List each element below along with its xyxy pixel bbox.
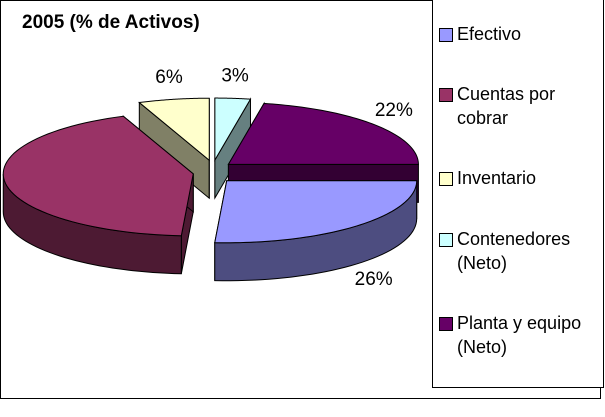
legend-swatch — [439, 232, 453, 247]
slice — [2, 115, 194, 237]
legend-item: Planta y equipo (Neto) — [433, 311, 603, 359]
slice — [214, 180, 418, 244]
chart-title: 2005 (% de Activos) — [22, 12, 200, 33]
plot: 26%43%6%3%22% — [0, 66, 419, 290]
data-label: 6% — [155, 67, 183, 88]
data-label: 22% — [375, 100, 413, 121]
legend-item: Cuentas por cobrar — [433, 82, 603, 130]
legend-label: Planta y equipo (Neto) — [457, 312, 582, 357]
data-label: 26% — [355, 269, 393, 290]
slice — [138, 97, 210, 162]
legend-item: Efectivo — [433, 22, 603, 46]
slice — [214, 97, 252, 162]
legend: Efectivo Cuentas por cobrar Inventario Cont… — [432, 0, 604, 388]
legend-swatch — [439, 28, 453, 43]
legend-label: Efectivo — [457, 24, 522, 45]
legend-swatch — [439, 88, 453, 103]
legend-label: Inventario — [457, 168, 537, 189]
legend-swatch — [439, 316, 453, 331]
data-label: 3% — [221, 66, 249, 87]
legend-label: Contenedores (Neto) — [457, 228, 571, 273]
legend-swatch — [439, 172, 453, 187]
slice — [227, 102, 419, 165]
legend-item: Contenedores (Neto) — [433, 227, 603, 275]
legend-item: Inventario — [433, 166, 603, 190]
legend-label: Cuentas por cobrar — [457, 84, 556, 129]
